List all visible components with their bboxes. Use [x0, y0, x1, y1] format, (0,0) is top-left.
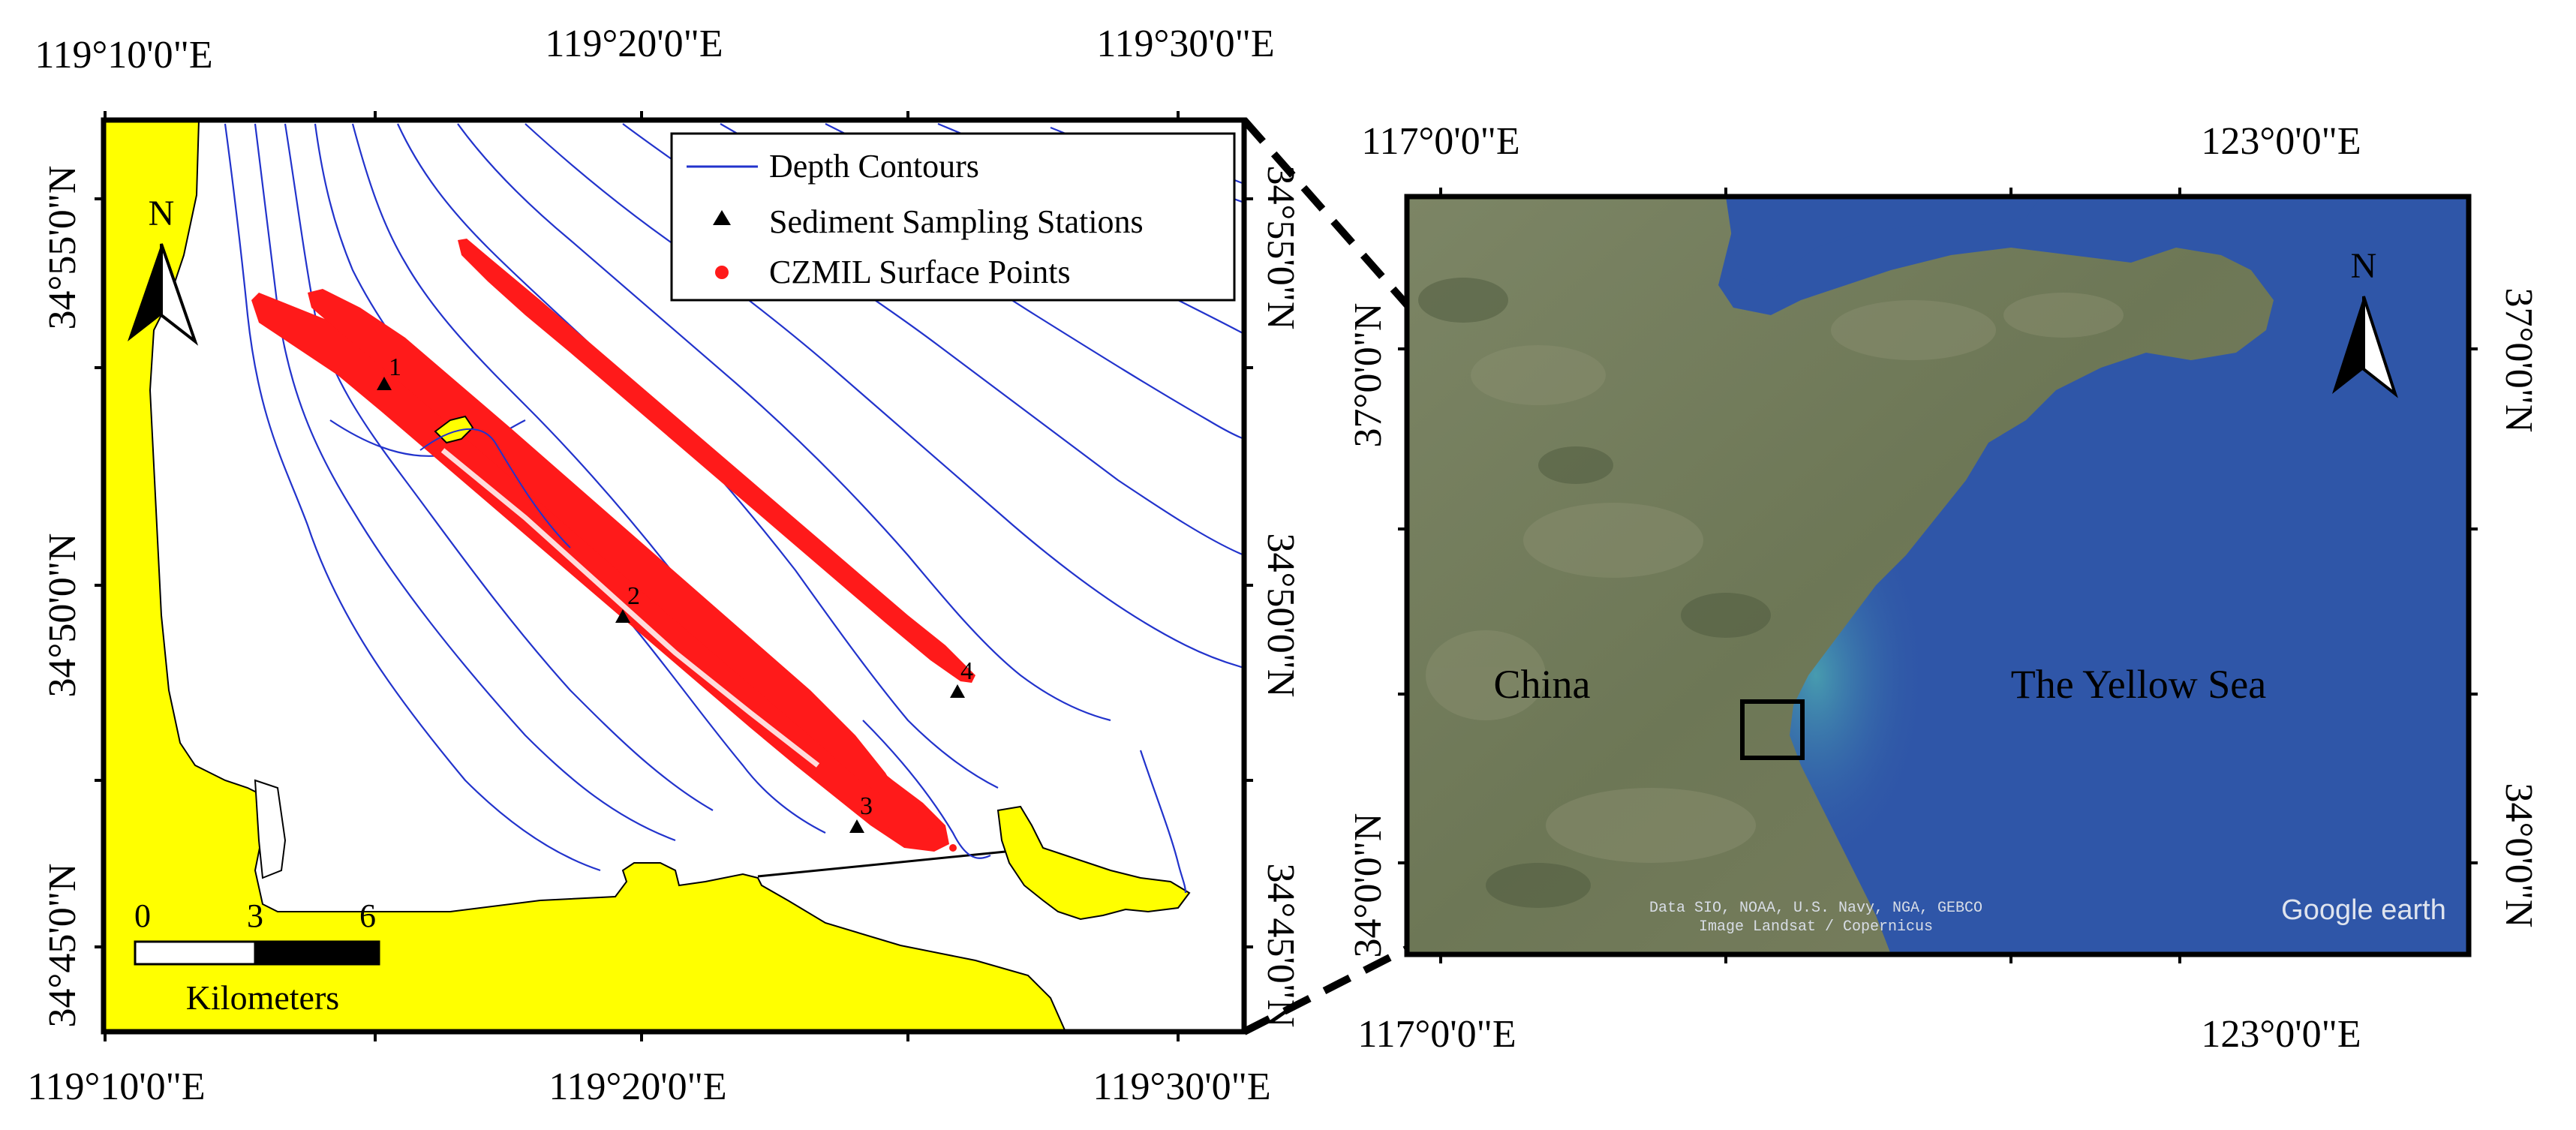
czmil-swath-upper — [308, 289, 897, 795]
north-arrow-icon — [2332, 296, 2398, 398]
left-lat-label-0: 34°55'0"N — [41, 166, 84, 330]
right-north-label: N — [2351, 246, 2377, 286]
right-map: 117°0'0"E 123°0'0"E 117°0'0"E 123°0'0"E … — [1347, 120, 2540, 1056]
czmil-swath-main — [251, 293, 949, 852]
left-north-label: N — [149, 194, 175, 233]
station-2-marker — [615, 609, 630, 623]
left-bottom-label-2: 119°30'0"E — [1093, 1065, 1270, 1108]
left-top-label-2: 119°30'0"E — [1096, 23, 1274, 65]
google-earth-logo: Google earth — [2281, 894, 2446, 926]
label-china: China — [1494, 662, 1591, 707]
scale-bar: 0 3 6 Kilometers — [134, 897, 380, 1017]
attribution-line-2: Image Landsat / Copernicus — [1699, 918, 1933, 936]
station-3: 3 — [849, 792, 873, 833]
left-bottom-label-1: 119°20'0"E — [549, 1065, 726, 1108]
rm-top-label-0: 117°0'0"E — [1361, 120, 1519, 163]
rm-top-label-1: 123°0'0"E — [2201, 120, 2361, 163]
station-2: 2 — [615, 582, 640, 623]
swath-gaps — [440, 448, 820, 768]
legend-label-contours: Depth Contours — [769, 148, 979, 185]
station-4-marker — [950, 684, 965, 698]
legend-box — [670, 132, 1236, 302]
rm-bottom-label-0: 117°0'0"E — [1357, 1013, 1516, 1056]
left-map-ticks — [95, 111, 1253, 1041]
scale-bar-white — [134, 940, 257, 966]
left-lat-label-1: 34°50'0"N — [41, 533, 84, 698]
label-yellow-sea: The Yellow Sea — [2011, 662, 2267, 707]
left-top-label-1: 119°20'0"E — [545, 23, 723, 65]
scale-tick-2: 6 — [359, 897, 376, 934]
right-lat-label-2: 34°45'0"N — [1259, 864, 1302, 1028]
czmil-swath-east — [458, 239, 975, 683]
bohai-sea — [1726, 197, 2041, 285]
islet-contour — [419, 428, 571, 548]
coastal-inlet — [254, 779, 287, 879]
scale-tick-0: 0 — [134, 897, 151, 934]
scale-unit: Kilometers — [186, 978, 339, 1017]
legend-label-czmil: CZMIL Surface Points — [769, 254, 1071, 290]
left-top-label-0: 119°10'0"E — [35, 34, 212, 77]
scale-tick-1: 3 — [247, 897, 263, 934]
station-1-label: 1 — [389, 353, 401, 381]
rm-left-lat-0: 37°0'0"N — [1347, 303, 1390, 448]
rm-right-lat-1: 34°0'0"N — [2497, 783, 2540, 928]
left-bottom-label-0: 119°10'0"E — [27, 1065, 205, 1108]
rm-right-lat-0: 37°0'0"N — [2497, 288, 2540, 433]
right-map-frame — [1404, 194, 2472, 957]
left-map-frame — [101, 117, 1247, 1035]
legend-label-stations: Sediment Sampling Stations — [769, 203, 1144, 240]
station-4: 4 — [950, 657, 973, 698]
mainland — [1407, 197, 2274, 954]
left-lat-label-2: 34°45'0"N — [41, 864, 84, 1028]
rm-left-lat-1: 34°0'0"N — [1347, 813, 1390, 958]
sampling-stations: 1 2 3 4 — [377, 353, 973, 833]
legend: Depth Contours Sediment Sampling Station… — [670, 132, 1236, 302]
station-3-marker — [849, 819, 864, 833]
north-arrow-icon — [128, 243, 199, 346]
land-texture — [1426, 293, 2124, 863]
station-1-marker — [377, 377, 392, 390]
breakwater-line — [757, 850, 1006, 878]
right-lat-label-1: 34°50'0"N — [1259, 533, 1302, 698]
station-3-label: 3 — [860, 792, 873, 820]
left-north-arrow: N — [128, 194, 199, 346]
right-map-ticks — [1398, 188, 2478, 963]
offshore-island — [996, 805, 1191, 921]
attribution-line-1: Data SIO, NOAA, U.S. Navy, NGA, GEBCO — [1649, 900, 1982, 917]
land-dark-patches — [1418, 278, 1771, 908]
station-2-label: 2 — [627, 582, 640, 610]
station-1: 1 — [377, 353, 401, 390]
study-area-box — [1740, 699, 1805, 760]
legend-czmil-symbol — [715, 266, 729, 279]
right-lat-label-0: 34°55'0"N — [1259, 166, 1302, 330]
scale-bar-black — [254, 940, 380, 966]
rm-bottom-label-1: 123°0'0"E — [2201, 1013, 2361, 1056]
czmil-swaths — [251, 239, 975, 852]
right-north-arrow: N — [2332, 246, 2398, 398]
station-4-label: 4 — [960, 657, 973, 685]
legend-station-symbol — [713, 210, 731, 225]
left-map: 1 2 3 4 119°10'0"E 119°20' — [27, 23, 1302, 1108]
